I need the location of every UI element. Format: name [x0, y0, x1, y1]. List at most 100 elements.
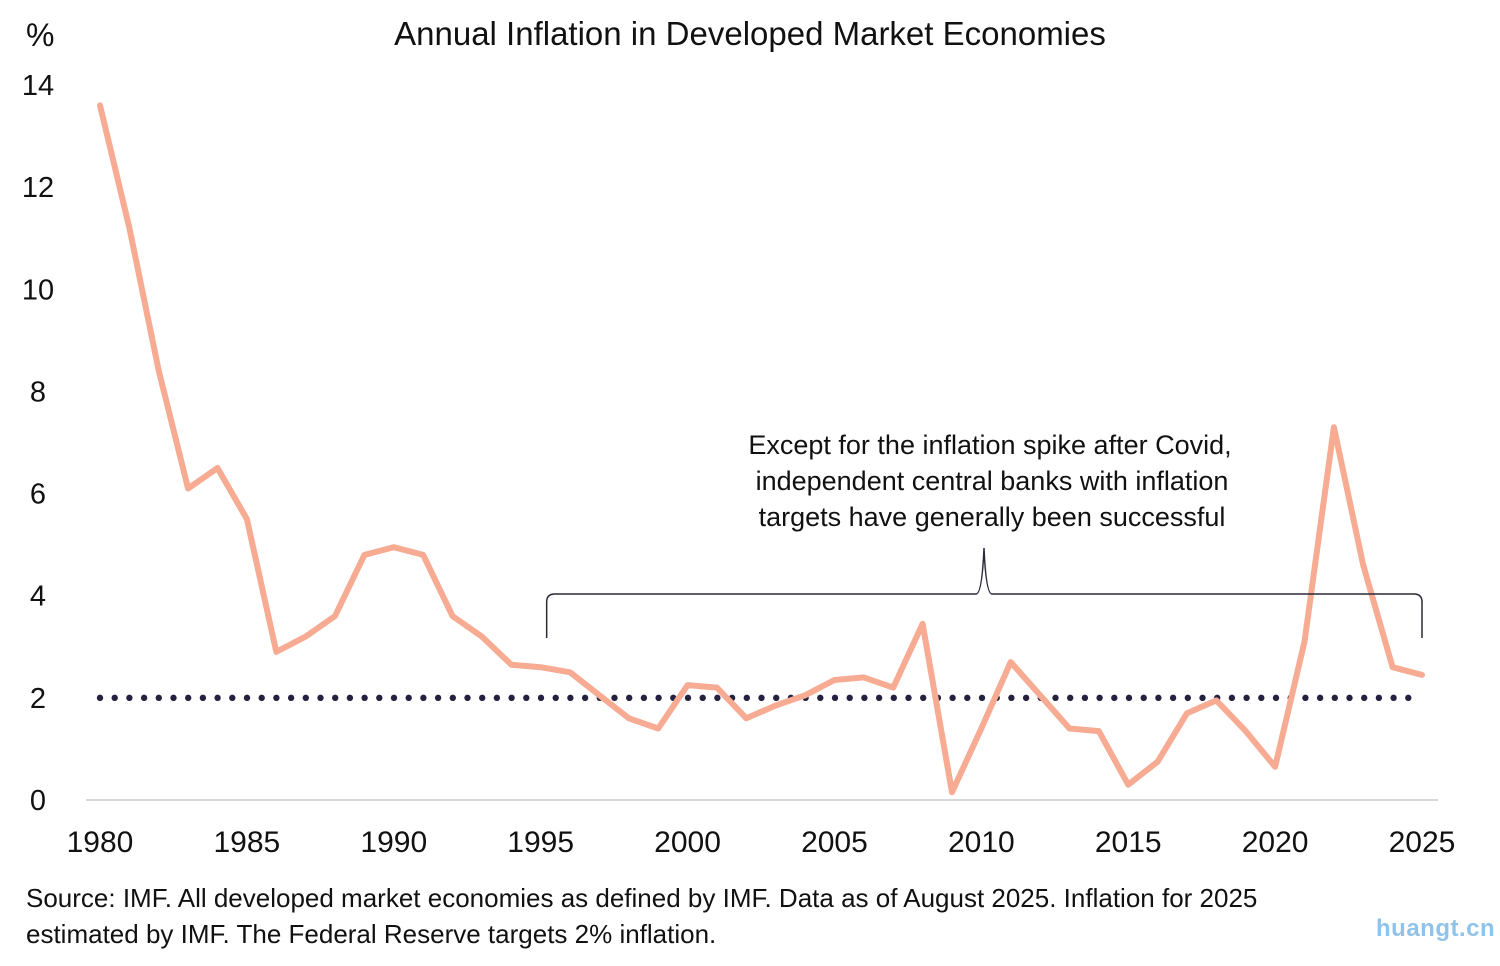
- y-axis-unit-label: %: [26, 17, 54, 53]
- target-line-dot: [861, 694, 868, 702]
- target-line-dot: [699, 694, 706, 702]
- target-line-dot: [449, 694, 456, 702]
- target-line-dot: [479, 694, 486, 702]
- target-line-dot: [920, 694, 927, 702]
- target-line-dot: [332, 694, 339, 702]
- target-line-dot: [1067, 694, 1074, 702]
- target-line-dot: [964, 694, 971, 702]
- target-line-dot: [420, 694, 427, 702]
- target-line-dot: [155, 694, 162, 702]
- target-line-dot: [523, 694, 530, 702]
- annotation-bracket: [545, 547, 1423, 638]
- target-line-dot: [978, 694, 986, 702]
- x-tick-label: 2000: [654, 826, 721, 859]
- target-line-dot: [1008, 694, 1015, 702]
- inflation-series-line: [97, 102, 1425, 796]
- target-line-dot: [346, 694, 354, 702]
- target-line-dot: [243, 694, 251, 702]
- x-tick-label: 2025: [1389, 826, 1456, 859]
- x-tick-label: 2005: [801, 826, 868, 859]
- target-line-dot: [875, 694, 883, 702]
- target-line-dot: [405, 694, 412, 702]
- target-line-dot: [126, 694, 133, 702]
- inflation-series-layer: [97, 102, 1425, 796]
- x-tick-label: 1985: [214, 826, 281, 859]
- target-line-dot: [434, 694, 442, 702]
- target-line-dot: [140, 694, 148, 702]
- target-line-dot: [626, 694, 633, 702]
- target-line-dot: [714, 694, 721, 702]
- y-axis-ticks: 0 2 4 6 8 10 12 14: [22, 70, 54, 817]
- target-line-dot: [464, 694, 471, 702]
- target-line-dot: [111, 694, 118, 702]
- x-axis-ticks: 1980 1985 1990 1995 2000 2005 2010 2015 2020 2025: [67, 826, 1456, 859]
- target-line-dot: [1258, 694, 1265, 702]
- target-line-dot: [611, 694, 618, 702]
- annotation-line-2: independent central banks with inflation: [756, 466, 1229, 496]
- target-line-dot: [1125, 694, 1133, 702]
- y-tick-label: 10: [22, 274, 54, 306]
- y-tick-label: 0: [30, 785, 46, 817]
- target-line-dot: [567, 694, 574, 702]
- target-line-dot: [949, 694, 956, 702]
- source-line-2: estimated by IMF. The Federal Reserve ta…: [26, 919, 717, 949]
- y-tick-label: 12: [22, 172, 54, 204]
- target-line-dot: [1184, 694, 1192, 702]
- target-line-dot: [1346, 694, 1353, 702]
- target-line-dot: [1302, 694, 1309, 702]
- target-line-dot: [317, 694, 324, 702]
- target-line-dot: [1331, 694, 1339, 702]
- target-line-dot: [743, 694, 750, 702]
- x-tick-label: 1980: [67, 826, 134, 859]
- target-line-dot: [287, 694, 295, 702]
- target-line-dot: [1022, 694, 1030, 702]
- y-tick-label: 6: [30, 479, 46, 511]
- target-line-dot: [1405, 694, 1412, 702]
- target-line-dot: [552, 694, 559, 702]
- target-line-dot: [1390, 694, 1397, 702]
- target-line-dot: [390, 694, 398, 702]
- target-line-dot: [1096, 694, 1103, 702]
- annotation-line-1: Except for the inflation spike after Cov…: [748, 430, 1231, 460]
- target-line-dot: [905, 694, 912, 702]
- target-line-dot: [537, 694, 545, 702]
- target-line-dot: [846, 694, 853, 702]
- target-line-dot: [890, 694, 897, 702]
- x-tick-label: 2015: [1095, 826, 1162, 859]
- y-tick-label: 14: [22, 70, 54, 102]
- target-line-dot: [273, 694, 280, 702]
- target-line-dot: [508, 694, 515, 702]
- source-line-1: Source: IMF. All developed market econom…: [26, 883, 1258, 913]
- target-line-dot: [831, 694, 839, 702]
- target-line-dot: [493, 694, 501, 702]
- y-tick-label: 4: [30, 581, 46, 613]
- target-line-dot: [581, 694, 589, 702]
- annotation-line-3: targets have generally been successful: [759, 502, 1226, 532]
- target-line-dot: [302, 694, 309, 702]
- chart-title: Annual Inflation in Developed Market Eco…: [394, 15, 1106, 52]
- target-line-dot: [185, 694, 192, 702]
- target-line-dot: [773, 694, 780, 702]
- x-tick-label: 2010: [948, 826, 1015, 859]
- target-line-dot: [1111, 694, 1118, 702]
- target-line-dot: [684, 694, 692, 702]
- target-line-dot: [199, 694, 207, 702]
- target-line-dot: [1243, 694, 1250, 702]
- y-tick-label: 8: [30, 376, 46, 408]
- target-line-dot: [376, 694, 383, 702]
- x-tick-label: 2020: [1242, 826, 1309, 859]
- target-line-dot: [1052, 694, 1059, 702]
- target-line-dot: [817, 694, 824, 702]
- target-line-dot: [170, 694, 177, 702]
- target-line-dot: [361, 694, 368, 702]
- target-line-dot: [96, 694, 104, 702]
- source-note: Source: IMF. All developed market econom…: [26, 880, 1476, 952]
- target-line-dot: [1361, 694, 1368, 702]
- target-line-layer: [96, 694, 1412, 702]
- target-line-dot: [758, 694, 765, 702]
- y-tick-label: 2: [30, 683, 46, 715]
- target-line-dot: [655, 694, 662, 702]
- target-line-dot: [1155, 694, 1162, 702]
- target-line-dot: [1272, 694, 1280, 702]
